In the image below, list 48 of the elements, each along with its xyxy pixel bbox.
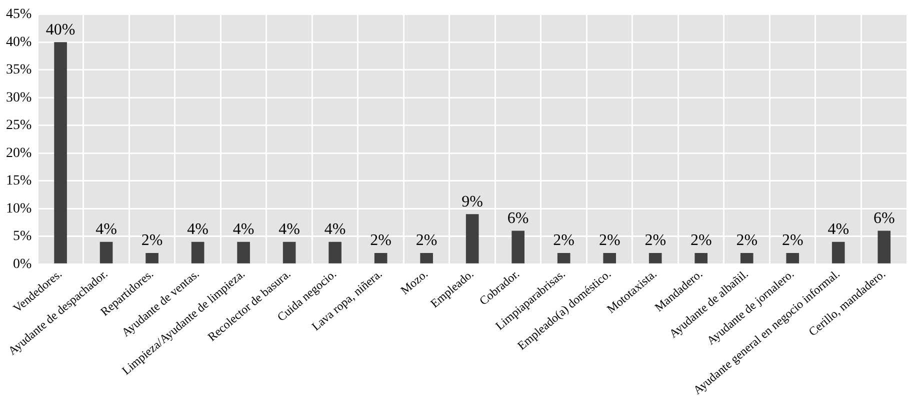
bar	[603, 252, 616, 264]
data-label: 6%	[873, 210, 895, 228]
bar	[878, 230, 891, 264]
bar	[146, 252, 158, 264]
data-label: 2%	[370, 232, 392, 250]
bar	[191, 242, 204, 264]
bar	[282, 242, 296, 264]
bar	[54, 42, 67, 264]
y-tick-label: 25%	[6, 118, 32, 134]
data-label: 2%	[598, 232, 620, 250]
bar	[512, 230, 524, 264]
y-tick-label: 40%	[6, 34, 32, 50]
bar	[557, 252, 570, 264]
data-label: 2%	[141, 232, 163, 250]
y-tick-label: 45%	[6, 7, 32, 22]
bar	[740, 252, 754, 264]
bar	[786, 252, 800, 264]
data-label: 9%	[462, 193, 483, 210]
bar	[420, 252, 433, 264]
data-label: 2%	[736, 232, 758, 250]
data-label: 6%	[507, 210, 529, 228]
y-tick-label: 5%	[12, 229, 32, 244]
bar	[466, 214, 479, 264]
y-tick-label: 30%	[6, 90, 32, 106]
bar	[832, 242, 845, 264]
data-label: 2%	[416, 232, 438, 250]
data-label: 2%	[782, 232, 804, 250]
y-tick-label: 10%	[6, 201, 32, 216]
data-label: 2%	[553, 232, 575, 250]
data-label: 2%	[644, 232, 666, 250]
bar	[237, 242, 250, 264]
data-label: 4%	[828, 221, 850, 238]
data-label: 4%	[96, 221, 117, 238]
y-tick-label: 15%	[6, 174, 32, 189]
data-label: 40%	[46, 21, 76, 38]
data-label: 2%	[690, 232, 712, 250]
bar	[328, 242, 342, 264]
bar	[100, 242, 113, 264]
y-tick-label: 35%	[6, 62, 32, 78]
data-label: 4%	[232, 221, 254, 238]
y-tick-label: 20%	[6, 146, 32, 161]
data-label: 4%	[187, 221, 208, 238]
y-tick-label: 0%	[12, 256, 32, 272]
bar	[648, 252, 662, 264]
bar	[374, 252, 388, 264]
bar	[694, 252, 708, 264]
data-label: 4%	[278, 221, 300, 238]
data-label: 4%	[324, 221, 346, 238]
